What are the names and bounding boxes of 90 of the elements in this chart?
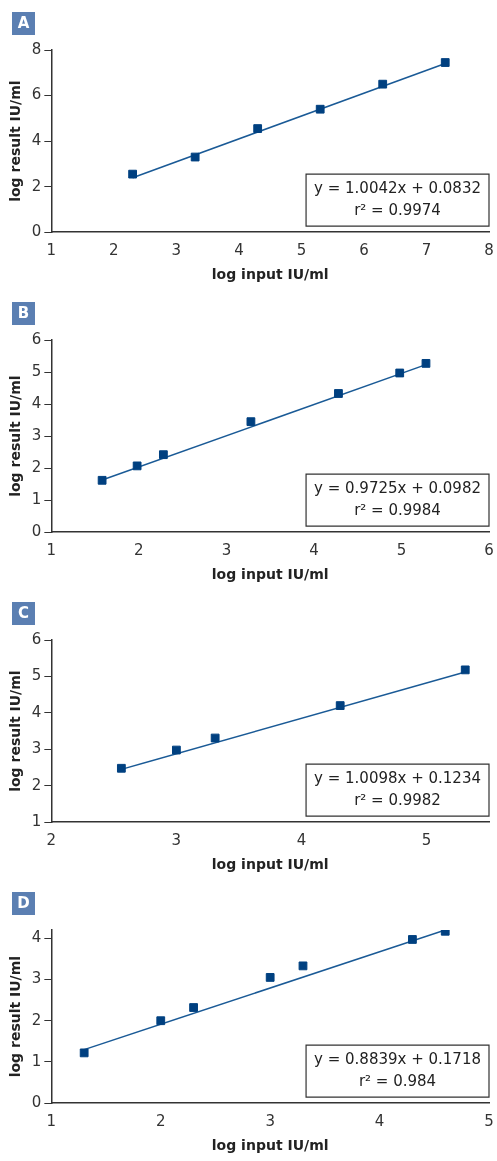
y-axis-title: log result IU/ml	[7, 955, 24, 1078]
x-axis-title: log input IU/ml	[211, 856, 329, 873]
y-tick-label: 3	[31, 739, 42, 758]
point	[265, 973, 275, 982]
point	[210, 733, 220, 743]
chart-title: A	[12, 12, 35, 35]
y-tick-label: 0	[31, 222, 42, 241]
point	[116, 763, 126, 773]
x-tick-label: 2	[109, 241, 119, 260]
y-tick-label: 5	[31, 361, 42, 380]
annotation: y = 0.9725x + 0.0982	[314, 479, 481, 498]
annotation: y = 1.0042x + 0.0832	[314, 179, 481, 198]
x-tick-label: 4	[234, 241, 244, 260]
x-tick-label: 3	[221, 541, 232, 560]
x-tick-label: 6	[359, 241, 369, 260]
point	[158, 450, 168, 460]
y-tick-label: 2	[31, 775, 42, 794]
x-tick-label: 4	[296, 831, 307, 850]
y-tick-label: 0	[31, 1093, 42, 1112]
annotation: r² = 0.9982	[354, 791, 441, 810]
annotation: y = 1.0098x + 0.1234	[314, 769, 481, 788]
y-axis-title: log result IU/ml	[7, 670, 24, 792]
y-tick-label: 6	[31, 85, 42, 104]
x-tick-label: 5	[396, 541, 407, 560]
point	[315, 104, 325, 114]
x-tick-label: 2	[155, 1112, 166, 1131]
point	[298, 961, 308, 971]
point	[421, 359, 431, 368]
chart-title: D	[12, 892, 35, 915]
x-tick-label: 4	[309, 541, 319, 560]
annotation: r² = 0.9984	[354, 501, 441, 520]
point	[460, 665, 470, 675]
y-tick-label: 4	[31, 702, 42, 721]
point	[246, 417, 256, 427]
y-tick-label: 2	[31, 1010, 42, 1029]
x-axis-title: log input IU/ml	[211, 266, 329, 283]
point	[132, 461, 142, 471]
point	[378, 79, 388, 89]
x-tick-label: 5	[296, 241, 307, 260]
y-tick-label: 2	[31, 176, 42, 195]
x-tick-label: 3	[171, 831, 182, 850]
x-axis-title: log input IU/ml	[211, 566, 329, 583]
y-tick-label: 6	[31, 329, 42, 348]
x-tick-label: 3	[171, 241, 182, 260]
x-tick-label: 1	[46, 1112, 57, 1131]
y-axis-title: log result IU/ml	[7, 375, 24, 497]
x-tick-label: 6	[484, 541, 494, 560]
x-tick-label: 5	[421, 831, 432, 850]
point	[408, 935, 417, 944]
x-tick-label: 1	[46, 541, 57, 560]
y-tick-label: 8	[31, 39, 42, 58]
y-tick-label: 1	[31, 490, 42, 509]
y-tick-label: 3	[31, 425, 42, 444]
point	[440, 58, 450, 67]
x-tick-label: 5	[484, 1112, 494, 1131]
point	[79, 1048, 89, 1058]
point	[395, 368, 405, 378]
y-axis-title: log result IU/ml	[7, 80, 24, 202]
y-tick-label: 0	[31, 522, 42, 541]
y-tick-label: 1	[31, 812, 42, 831]
chart-title: C	[12, 602, 35, 625]
y-tick-label: 4	[31, 928, 42, 947]
y-tick-label: 2	[31, 458, 42, 477]
chart-title: B	[12, 302, 35, 325]
y-tick-label: 4	[31, 393, 42, 412]
point	[335, 701, 345, 710]
point	[97, 475, 107, 485]
y-tick-label: 3	[31, 969, 42, 988]
x-tick-label: 7	[421, 241, 432, 260]
point	[172, 745, 181, 755]
x-tick-label: 2	[46, 831, 57, 850]
point	[189, 1003, 198, 1012]
x-tick-label: 4	[374, 1112, 385, 1131]
y-tick-label: 4	[31, 130, 42, 149]
point	[128, 169, 138, 179]
point	[156, 1016, 166, 1026]
y-tick-label: 5	[31, 666, 42, 685]
point	[190, 152, 200, 162]
annotation: r² = 0.9974	[354, 201, 441, 220]
point	[253, 124, 263, 133]
x-tick-label: 8	[484, 241, 494, 260]
x-tick-label: 3	[265, 1112, 275, 1131]
y-tick-label: 6	[31, 629, 42, 648]
annotation: y = 0.8839x + 0.1718	[314, 1050, 481, 1069]
y-tick-label: 1	[31, 1051, 42, 1070]
x-tick-label: 2	[134, 541, 144, 560]
x-axis-title: log input IU/ml	[211, 1137, 329, 1154]
point	[334, 389, 343, 398]
x-tick-label: 1	[46, 241, 57, 260]
annotation: r² = 0.984	[358, 1072, 437, 1091]
